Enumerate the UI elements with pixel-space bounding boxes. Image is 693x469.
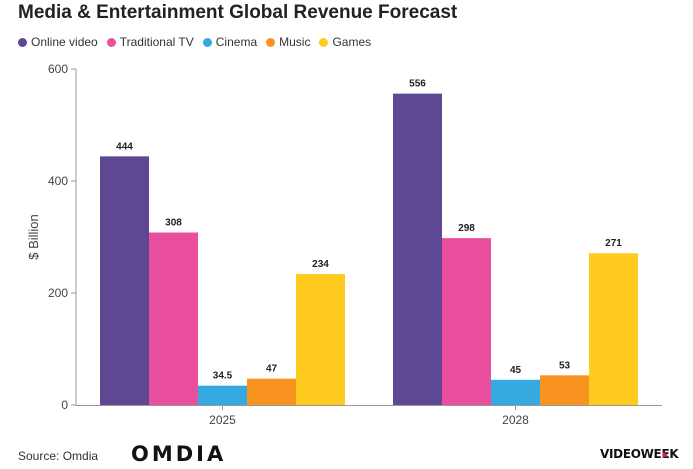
bar-traditional-tv-2025 xyxy=(149,232,198,405)
legend-label-online-video: Online video xyxy=(31,35,98,49)
y-tick-label-400: 400 xyxy=(48,174,68,188)
bar-music-2025 xyxy=(247,378,296,405)
bar-cinema-2028 xyxy=(491,379,540,405)
bar-online-video-2025 xyxy=(100,156,149,405)
x-tick-label-2028: 2028 xyxy=(502,413,529,427)
legend-item-music[interactable]: Music xyxy=(266,35,310,49)
chart-title: Media & Entertainment Global Revenue For… xyxy=(18,2,458,23)
videoweek-logo-mark xyxy=(663,452,668,458)
data-label-traditional-tv-2028: 298 xyxy=(458,223,475,234)
legend-label-games: Games xyxy=(332,35,372,49)
bar-online-video-2028 xyxy=(393,93,442,405)
legend-swatch-games xyxy=(319,37,329,47)
bar-traditional-tv-2028 xyxy=(442,238,491,405)
legend-item-games[interactable]: Games xyxy=(319,35,371,49)
data-label-traditional-tv-2025: 308 xyxy=(165,218,182,229)
legend-label-traditional-tv: Traditional TV xyxy=(119,35,194,49)
data-label-music-2028: 53 xyxy=(559,360,571,371)
legend-swatch-music xyxy=(266,37,276,47)
legend-label-music: Music xyxy=(279,35,311,49)
data-label-games-2028: 271 xyxy=(605,238,622,249)
data-label-online-video-2025: 444 xyxy=(116,141,133,152)
videoweek-logo: VIDEOWEEK xyxy=(600,447,679,461)
data-label-music-2025: 47 xyxy=(266,364,278,375)
data-label-games-2025: 234 xyxy=(312,259,329,270)
source-note: Source: Omdia xyxy=(18,449,99,463)
y-tick-label-600: 600 xyxy=(48,62,68,76)
bar-games-2025 xyxy=(296,273,345,405)
legend: Online video Traditional TV Cinema Music… xyxy=(18,35,380,49)
bar-cinema-2025 xyxy=(198,385,247,405)
legend-swatch-cinema xyxy=(202,37,212,47)
legend-swatch-online-video xyxy=(18,37,27,47)
data-label-cinema-2028: 45 xyxy=(510,365,522,376)
legend-item-cinema[interactable]: Cinema xyxy=(202,35,258,49)
x-tick-label-2025: 2025 xyxy=(209,413,236,427)
y-axis-title: $ Billion xyxy=(26,214,41,260)
data-label-cinema-2025: 34.5 xyxy=(213,371,233,382)
y-tick-label-200: 200 xyxy=(48,286,68,300)
y-tick-label-0: 0 xyxy=(61,398,68,412)
bar-games-2028 xyxy=(589,253,638,405)
bar-music-2028 xyxy=(540,375,589,405)
omdia-logo: OMDIA xyxy=(131,442,227,466)
data-label-online-video-2028: 556 xyxy=(409,79,426,90)
legend-item-online-video[interactable]: Online video xyxy=(18,35,98,49)
legend-item-traditional-tv[interactable]: Traditional TV xyxy=(106,35,194,49)
legend-label-cinema: Cinema xyxy=(215,35,258,49)
legend-swatch-traditional-tv xyxy=(106,37,116,47)
